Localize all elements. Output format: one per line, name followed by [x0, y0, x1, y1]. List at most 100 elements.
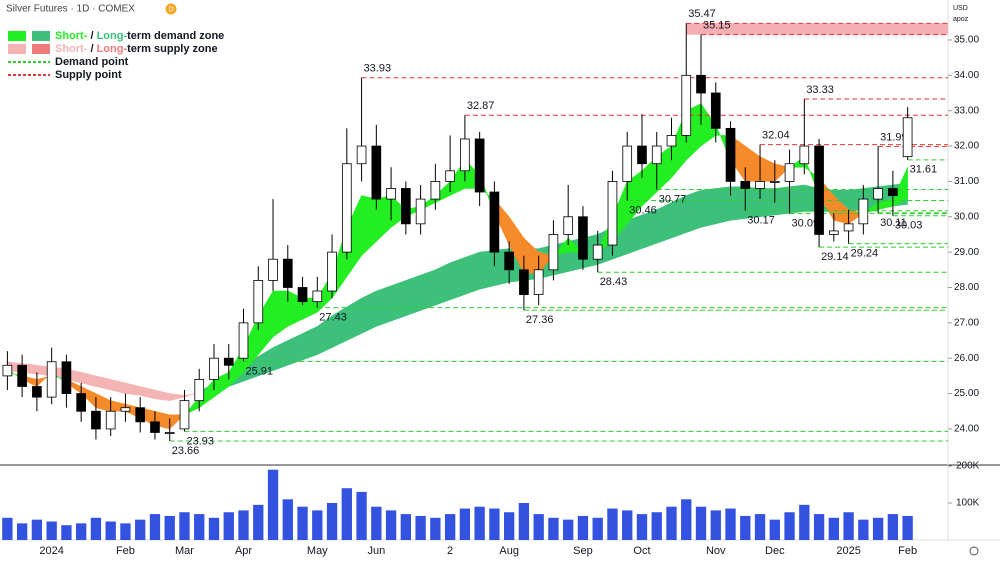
- candle-body: [873, 188, 883, 200]
- volume-bar: [887, 514, 899, 540]
- level-label: 30.09: [792, 217, 820, 229]
- candle-body: [888, 188, 898, 196]
- legend-part: Short-: [55, 43, 88, 55]
- candle-body: [799, 145, 810, 165]
- volume-bar: [592, 517, 603, 540]
- x-tick-label: Jun: [367, 545, 385, 557]
- candle-body: [533, 269, 544, 295]
- volume-bar: [548, 517, 559, 540]
- candle-body: [430, 181, 441, 200]
- zone-segment: [656, 202, 672, 244]
- level-label: 23.93: [186, 435, 214, 447]
- y-tick-label: 33.00: [954, 105, 979, 116]
- candle-body: [622, 145, 633, 182]
- volume-bar: [371, 506, 382, 540]
- candle-body: [902, 117, 913, 158]
- candle-body: [223, 357, 234, 366]
- candle-body: [607, 181, 618, 246]
- candle-body: [784, 163, 795, 182]
- volume-bar: [341, 488, 352, 540]
- volume-bar: [208, 517, 220, 540]
- volume-tick-label: 100K: [956, 498, 980, 509]
- candle-body: [578, 216, 588, 260]
- legend-label: Demand point: [55, 56, 129, 68]
- candle-body: [474, 138, 485, 193]
- x-tick-label: Feb: [116, 545, 135, 557]
- level-label: 30.17: [747, 215, 775, 227]
- candle-body: [829, 230, 839, 235]
- candle-body: [548, 234, 559, 271]
- candle-body: [341, 163, 352, 253]
- volume-bar: [459, 508, 471, 540]
- volume-bar: [149, 514, 161, 540]
- volume-bar: [872, 517, 884, 540]
- candle-body: [61, 361, 72, 394]
- volume-bar: [799, 504, 810, 540]
- legend-swatch: [8, 31, 26, 41]
- volume-bar: [710, 510, 721, 540]
- level-label: 32.87: [467, 100, 495, 112]
- candle-body: [150, 421, 160, 433]
- volume-bar: [681, 499, 692, 540]
- volume-bar: [326, 503, 338, 540]
- level-label: 31.99: [880, 131, 908, 143]
- volume-bar: [105, 521, 116, 540]
- candle-body: [297, 287, 308, 303]
- volume-bar: [577, 515, 589, 540]
- candle-body: [725, 127, 736, 182]
- volume-bar: [238, 510, 249, 540]
- volume-bar: [194, 514, 205, 540]
- zone-segment: [479, 250, 495, 290]
- candle-body: [76, 393, 86, 412]
- candle-body: [755, 181, 765, 189]
- legend-part: term supply zone: [127, 43, 217, 55]
- level-label: 30.46: [629, 204, 657, 216]
- volume-bar: [444, 514, 456, 540]
- candle-body: [858, 198, 869, 225]
- volume-bar: [533, 514, 544, 540]
- legend-swatch: [32, 31, 50, 41]
- y-tick-label: 24.00: [954, 424, 979, 435]
- volume-bar: [223, 512, 234, 540]
- candle-body: [164, 432, 175, 434]
- volume-bar: [385, 510, 397, 540]
- volume-bar: [813, 514, 825, 540]
- level-label: 33.33: [806, 84, 834, 96]
- level-label: 33.93: [364, 63, 392, 75]
- chart-header: Silver Futures · 1D · COMEX: [6, 4, 135, 15]
- legend-label: Short- / Long-term supply zone: [55, 43, 218, 55]
- zone-segment: [449, 257, 466, 301]
- volume-bar: [90, 517, 102, 540]
- legend-part: /: [87, 43, 96, 55]
- zone-segment: [686, 189, 702, 234]
- volume-bar: [253, 504, 264, 540]
- candle-body: [504, 251, 514, 271]
- y-tick-label: 26.00: [954, 353, 979, 364]
- zone-segment: [464, 251, 480, 295]
- level-label: 28.43: [600, 276, 628, 288]
- candle-body: [460, 138, 470, 172]
- x-tick-label: Sep: [573, 545, 593, 557]
- zone-segment: [376, 285, 392, 327]
- level-label: 27.36: [526, 314, 554, 326]
- level-label: 30.11: [880, 217, 907, 229]
- candle-body: [209, 357, 219, 380]
- settings-icon[interactable]: [969, 546, 979, 556]
- volume-bar: [902, 515, 913, 540]
- volume-bar: [769, 519, 780, 540]
- x-tick-label: 2: [447, 545, 453, 557]
- candle-body: [637, 145, 647, 165]
- legend-swatch: [32, 44, 50, 54]
- candle-body: [105, 410, 116, 430]
- volume-bar: [179, 512, 190, 540]
- volume-bar: [76, 523, 87, 540]
- zone-segment: [715, 186, 731, 225]
- volume-bar: [282, 499, 293, 540]
- volume-bar: [695, 506, 707, 540]
- candle-body: [356, 145, 367, 165]
- volume-bar: [843, 512, 854, 540]
- x-tick-label: Oct: [633, 545, 650, 557]
- volume-bar: [666, 506, 677, 540]
